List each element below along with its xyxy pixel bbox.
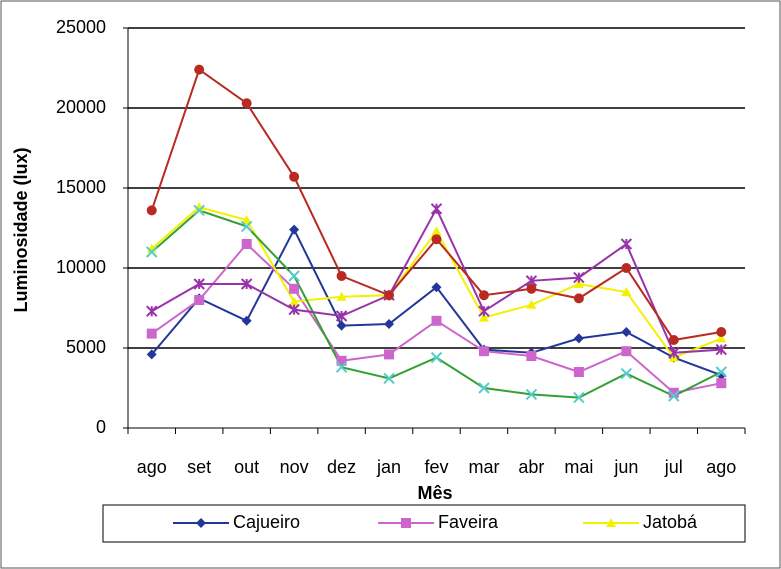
marker <box>526 299 537 309</box>
marker <box>621 263 632 273</box>
marker <box>383 372 395 385</box>
marker <box>573 293 584 304</box>
marker <box>241 98 252 109</box>
marker <box>194 64 205 75</box>
marker <box>478 346 489 357</box>
marker <box>146 246 158 258</box>
marker <box>335 310 348 322</box>
marker <box>193 204 205 217</box>
marker <box>715 343 727 356</box>
x-tick-label: fev <box>424 457 448 477</box>
marker <box>430 351 443 364</box>
marker <box>573 279 584 288</box>
x-tick-label: ago <box>706 457 736 477</box>
legend-label: Jatobá <box>643 512 698 532</box>
marker <box>716 333 727 343</box>
y-tick-label: 5000 <box>66 337 106 357</box>
marker <box>146 328 157 339</box>
marker <box>431 234 442 245</box>
y-tick-label: 15000 <box>56 177 106 197</box>
marker <box>289 171 300 182</box>
marker <box>478 290 489 301</box>
marker <box>384 319 395 329</box>
x-tick-label: dez <box>327 457 356 477</box>
marker <box>620 238 633 250</box>
marker <box>289 283 300 294</box>
y-tick-label: 0 <box>96 417 106 437</box>
marker <box>336 355 347 366</box>
marker <box>526 351 537 361</box>
x-tick-label: jul <box>664 457 683 477</box>
marker <box>193 278 205 290</box>
marker <box>336 320 347 331</box>
marker <box>241 239 252 249</box>
marker <box>573 333 584 344</box>
marker <box>573 271 585 284</box>
marker <box>146 305 158 317</box>
x-tick-label: abr <box>518 457 544 477</box>
x-tick-label: out <box>234 457 259 477</box>
marker <box>621 346 632 357</box>
marker <box>241 215 252 224</box>
marker <box>478 382 490 394</box>
marker <box>384 349 395 360</box>
marker <box>716 327 727 337</box>
marker <box>196 518 206 528</box>
marker <box>146 205 157 216</box>
x-tick-label: mai <box>564 457 593 477</box>
marker <box>668 390 680 402</box>
marker <box>430 203 443 215</box>
marker <box>573 367 584 377</box>
marker <box>431 282 442 293</box>
marker <box>621 287 632 296</box>
marker <box>288 270 300 282</box>
marker <box>573 391 585 404</box>
x-tick-label: nov <box>280 457 309 477</box>
marker <box>716 378 727 389</box>
marker <box>289 296 300 306</box>
marker <box>384 290 395 301</box>
legend-label: Cajueiro <box>233 512 300 532</box>
x-tick-label: mar <box>468 457 499 477</box>
y-axis-title: Luminosidade (lux) <box>11 147 31 312</box>
x-tick-label: jan <box>376 457 401 477</box>
marker <box>525 388 538 401</box>
marker <box>240 220 253 233</box>
marker <box>431 315 442 326</box>
marker <box>621 327 632 337</box>
marker <box>715 366 727 378</box>
marker <box>478 312 489 322</box>
marker <box>289 224 300 235</box>
marker <box>335 361 348 373</box>
marker <box>336 291 347 301</box>
marker <box>668 387 679 398</box>
marker <box>288 303 300 316</box>
marker <box>194 295 205 305</box>
marker <box>146 349 157 360</box>
marker <box>668 335 679 345</box>
marker <box>241 315 252 326</box>
marker <box>620 367 633 380</box>
marker <box>336 271 347 281</box>
x-tick-label: ago <box>137 457 167 477</box>
marker <box>606 518 616 527</box>
legend-label: Faveira <box>438 512 499 532</box>
y-tick-label: 25000 <box>56 17 106 37</box>
marker <box>478 305 490 317</box>
x-tick-label: jun <box>613 457 638 477</box>
marker <box>431 226 442 236</box>
marker <box>401 518 411 528</box>
marker <box>526 283 537 294</box>
y-tick-label: 10000 <box>56 257 106 277</box>
y-tick-label: 20000 <box>56 97 106 117</box>
marker <box>668 347 680 359</box>
x-tick-label: set <box>187 457 211 477</box>
x-axis-title: Mês <box>417 483 452 503</box>
marker <box>240 278 253 290</box>
marker <box>716 370 727 381</box>
